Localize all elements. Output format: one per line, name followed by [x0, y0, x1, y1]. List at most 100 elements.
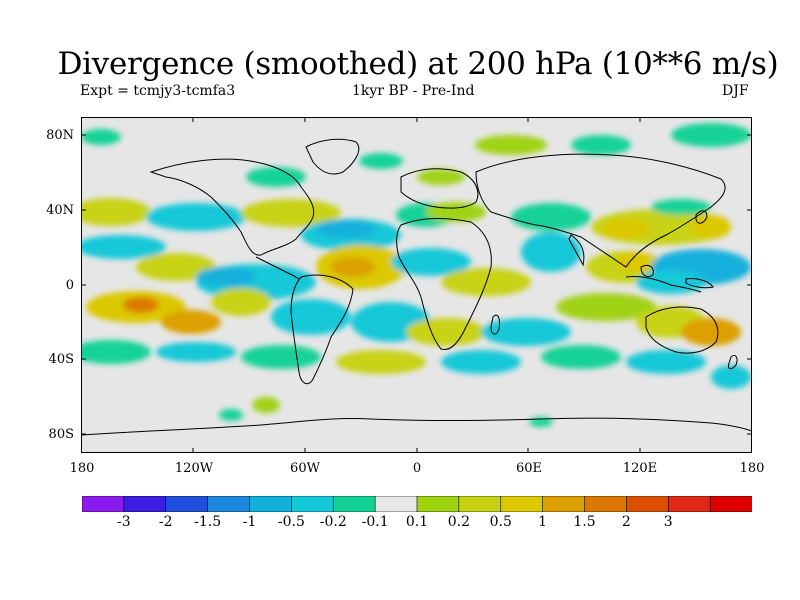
- field-patch: [271, 299, 351, 335]
- field-patch: [651, 199, 711, 215]
- lon-tick-120e: 120E: [622, 461, 658, 476]
- field-patch: [571, 135, 631, 155]
- colorbar-label: -0.2: [319, 514, 347, 530]
- colorbar-swatch: [332, 496, 376, 512]
- coast-new-guinea: [685, 278, 714, 289]
- coast-new-zealand: [728, 354, 738, 370]
- lat-tick-40s: 40S: [48, 352, 74, 367]
- coast-south-america: [290, 274, 354, 385]
- field-patch: [417, 169, 465, 185]
- colorbar-label: -1.5: [194, 514, 222, 530]
- field-patch: [161, 310, 221, 334]
- plot-title: Divergence (smoothed) at 200 hPa (10**6 …: [57, 46, 779, 82]
- coastlines: [81, 138, 752, 436]
- map-panel: [81, 117, 752, 453]
- coast-madagascar: [490, 314, 500, 335]
- colorbar-swatch: [500, 496, 544, 512]
- field-patch: [541, 345, 621, 369]
- colorbar-label: 0.2: [447, 514, 470, 530]
- coast-antarctica: [81, 417, 752, 436]
- colorbar-label: -0.5: [277, 514, 305, 530]
- colorbar-swatches: [82, 496, 752, 512]
- colorbar-label: -2: [158, 514, 173, 530]
- field-patch: [146, 203, 246, 231]
- colorbar-swatch: [291, 496, 334, 512]
- field-patch: [556, 293, 656, 321]
- field-patch: [602, 219, 650, 239]
- coast-asia: [475, 153, 726, 268]
- lon-tick-60w: 60W: [290, 461, 320, 476]
- lat-tick-40n: 40N: [46, 203, 74, 218]
- field-patch: [252, 397, 280, 413]
- field-patch: [219, 409, 243, 421]
- coast-japan: [695, 210, 708, 224]
- colorbar-swatch: [123, 496, 167, 512]
- field-patch: [81, 340, 151, 364]
- coast-central-america: [255, 256, 300, 280]
- field-patch: [81, 198, 151, 226]
- colorbar-swatch: [165, 496, 209, 512]
- field-patch: [359, 153, 403, 169]
- field-patch: [511, 203, 591, 231]
- lon-tick-180e: 180: [739, 461, 765, 476]
- field-patch: [81, 235, 166, 259]
- coast-india: [568, 234, 585, 267]
- colorbar-swatch: [458, 496, 502, 512]
- coast-indonesia: [625, 276, 702, 293]
- colorbar-label: 0.1: [405, 514, 429, 530]
- colorbar-label: -3: [117, 514, 131, 530]
- field-patch: [626, 350, 706, 374]
- field-patch: [331, 257, 375, 277]
- period-label: 1kyr BP - Pre-Ind: [352, 83, 475, 99]
- colorbar: [82, 496, 752, 512]
- lat-tick-80n: 80N: [46, 128, 74, 143]
- coast-australia: [645, 306, 719, 354]
- field-patch: [136, 253, 216, 281]
- field-patch: [246, 167, 306, 187]
- field-patch: [241, 345, 321, 369]
- divergence-map: [81, 117, 752, 453]
- colorbar-label: -0.1: [361, 514, 389, 530]
- coast-greenland: [305, 138, 360, 175]
- lat-tick-0: 0: [65, 278, 74, 293]
- field-patch: [521, 232, 581, 272]
- field-patch: [156, 342, 236, 362]
- lon-tick-120w: 120W: [174, 461, 214, 476]
- lon-tick-180w: 180: [69, 461, 95, 476]
- colorbar-swatch: [82, 496, 125, 512]
- field-patch: [711, 365, 751, 389]
- field-patch: [336, 350, 426, 374]
- colorbar-label: 2: [621, 514, 631, 530]
- field-patch: [406, 318, 486, 346]
- field-patch: [636, 270, 706, 294]
- colorbar-swatch: [709, 496, 752, 512]
- coast-europe: [400, 168, 479, 209]
- colorbar-label: 3: [663, 514, 673, 530]
- colorbar-label: 1.5: [573, 514, 596, 530]
- field-patch: [391, 248, 471, 276]
- coast-borneo: [640, 264, 654, 278]
- colorbar-label: 0.5: [489, 514, 512, 530]
- coast-africa: [396, 218, 492, 351]
- colorbar-swatch: [374, 496, 418, 512]
- field-patch: [691, 215, 731, 239]
- colorbar-swatch: [207, 496, 251, 512]
- lat-tick-80s: 80S: [48, 427, 74, 442]
- colorbar-swatch: [416, 496, 460, 512]
- field-patch: [681, 318, 741, 346]
- season-label: DJF: [722, 83, 749, 99]
- field-patch: [241, 199, 341, 227]
- colorbar-swatch: [249, 496, 292, 512]
- field-patch: [81, 129, 121, 145]
- coast-north-america: [149, 158, 315, 256]
- lon-tick-0: 0: [412, 461, 422, 476]
- field-patch: [196, 267, 256, 287]
- axis-ticks: [81, 117, 752, 453]
- field-patch: [441, 350, 521, 374]
- colorbar-swatch: [667, 496, 711, 512]
- colorbar-swatch: [584, 496, 627, 512]
- colorbar-label: -1: [242, 514, 257, 530]
- field-patch: [671, 123, 751, 147]
- field-patch: [211, 288, 271, 316]
- field-patch: [316, 220, 376, 238]
